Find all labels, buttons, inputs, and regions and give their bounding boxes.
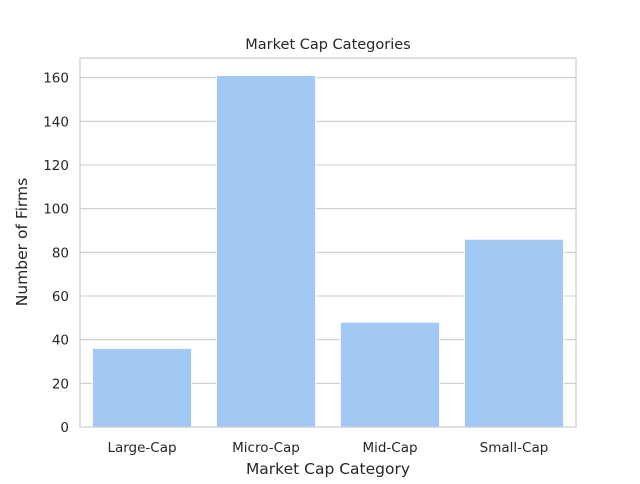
chart-title: Market Cap Categories (245, 37, 410, 53)
y-tick-label: 80 (52, 245, 69, 261)
x-tick-labels: Large-Cap Micro-Cap Mid-Cap Small-Cap (107, 440, 548, 456)
y-tick-label: 160 (43, 71, 69, 87)
y-tick-label: 20 (52, 376, 69, 392)
y-tick-labels: 0 20 40 60 80 100 120 140 160 (43, 71, 69, 436)
bar-large-cap (91, 347, 193, 428)
x-tick-label: Large-Cap (107, 440, 176, 456)
y-tick-label: 60 (52, 289, 69, 305)
y-tick-label: 100 (43, 202, 69, 218)
y-tick-label: 0 (60, 420, 69, 436)
x-tick-label: Mid-Cap (362, 440, 417, 456)
bar-mid-cap (339, 321, 441, 428)
bar-small-cap (463, 238, 565, 428)
y-tick-label: 120 (43, 158, 69, 174)
bar-micro-cap (215, 74, 317, 428)
y-tick-label: 140 (43, 114, 69, 130)
x-tick-label: Small-Cap (480, 440, 549, 456)
x-axis-label: Market Cap Category (246, 460, 410, 478)
bar-layer (91, 74, 565, 428)
x-tick-label: Micro-Cap (232, 440, 300, 456)
plot-frame (79, 57, 577, 428)
y-axis-label: Number of Firms (13, 178, 31, 306)
y-tick-label: 40 (52, 333, 69, 349)
